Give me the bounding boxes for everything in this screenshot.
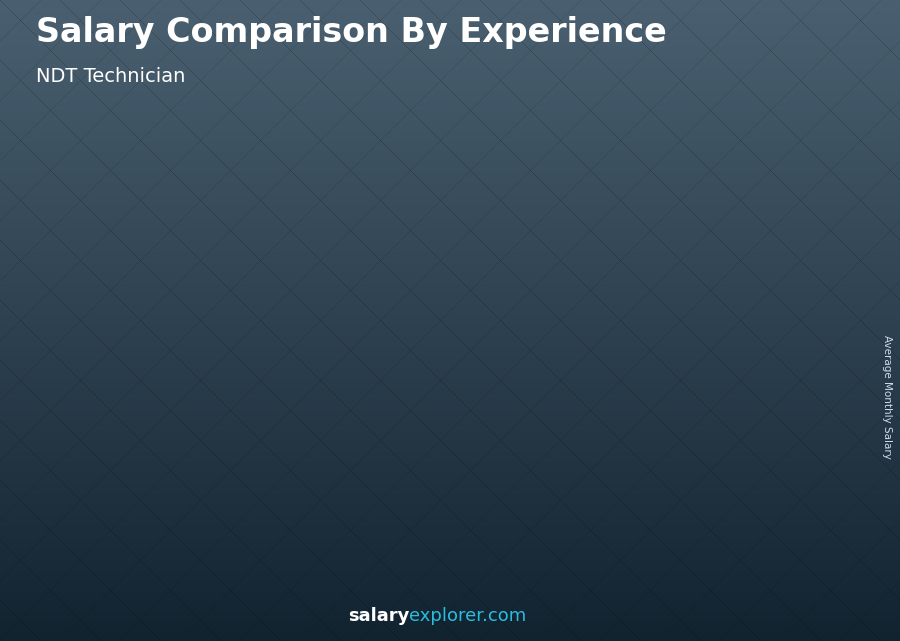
- Text: +9%: +9%: [553, 253, 602, 271]
- Bar: [736, 278, 803, 280]
- Text: Salary Comparison By Experience: Salary Comparison By Experience: [36, 16, 667, 49]
- Bar: [481, 316, 547, 558]
- Bar: [777, 19, 864, 93]
- Bar: [736, 280, 803, 558]
- Text: 2,130 EUR: 2,130 EUR: [607, 278, 676, 290]
- Bar: [353, 356, 419, 358]
- Text: +34%: +34%: [163, 363, 226, 381]
- Bar: [97, 444, 164, 558]
- Text: NDT Technician: NDT Technician: [36, 67, 185, 87]
- Bar: [770, 46, 784, 67]
- Text: +30%: +30%: [291, 317, 354, 336]
- Text: salary: salary: [348, 607, 410, 625]
- Bar: [225, 404, 292, 558]
- Bar: [225, 402, 292, 404]
- Text: 1,950 EUR: 1,950 EUR: [480, 299, 548, 313]
- Bar: [481, 314, 547, 316]
- Text: 920 EUR: 920 EUR: [103, 427, 159, 440]
- Bar: [353, 358, 419, 558]
- Text: explorer.com: explorer.com: [410, 607, 526, 625]
- Bar: [608, 294, 675, 558]
- Bar: [734, 19, 777, 93]
- Bar: [608, 292, 675, 294]
- Text: 2,240 EUR: 2,240 EUR: [734, 263, 804, 277]
- Text: +21%: +21%: [418, 274, 482, 294]
- Text: +5%: +5%: [680, 238, 730, 258]
- Circle shape: [765, 46, 788, 66]
- Bar: [97, 442, 164, 444]
- Text: 1,240 EUR: 1,240 EUR: [224, 387, 292, 401]
- Text: 1,610 EUR: 1,610 EUR: [352, 342, 420, 354]
- Text: Average Monthly Salary: Average Monthly Salary: [881, 335, 892, 460]
- Circle shape: [760, 42, 794, 70]
